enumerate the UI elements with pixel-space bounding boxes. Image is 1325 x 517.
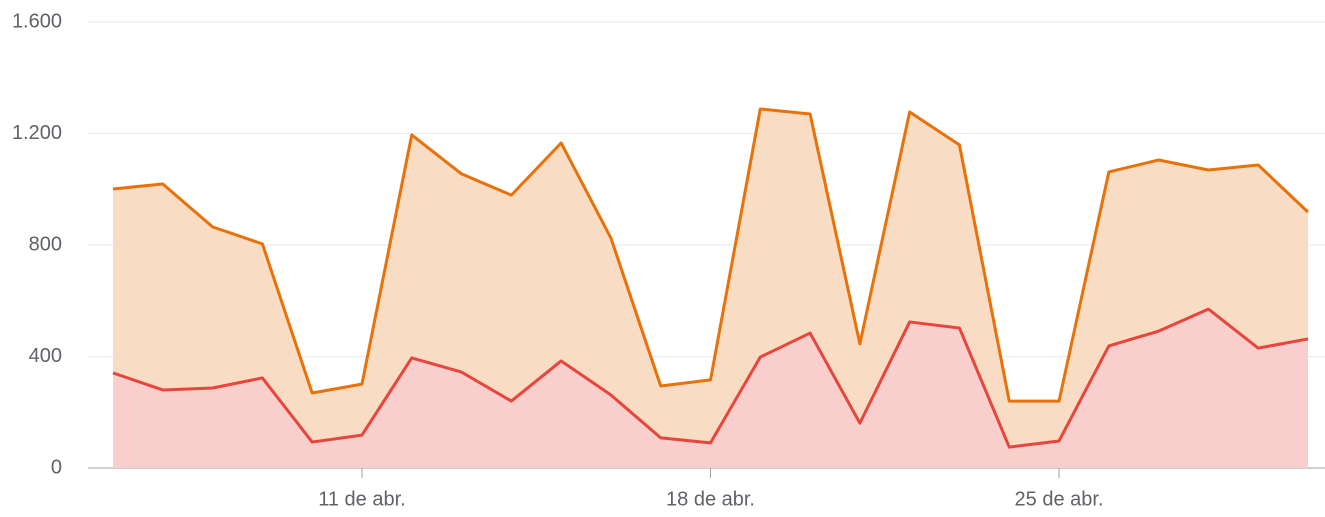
series-line xyxy=(112,307,1309,449)
y-tick-label: 1.600 xyxy=(12,10,62,32)
y-tick-label: 1.200 xyxy=(12,122,62,144)
y-tick-label: 0 xyxy=(51,456,62,478)
y-tick-label: 800 xyxy=(29,233,62,255)
x-tick-label: 25 de abr. xyxy=(1015,488,1104,510)
x-tick-label: 18 de abr. xyxy=(666,488,755,510)
area-fill xyxy=(113,309,1308,468)
series-line xyxy=(112,107,1310,403)
x-tick-label: 11 de abr. xyxy=(318,488,405,510)
y-tick-label: 400 xyxy=(29,345,62,367)
